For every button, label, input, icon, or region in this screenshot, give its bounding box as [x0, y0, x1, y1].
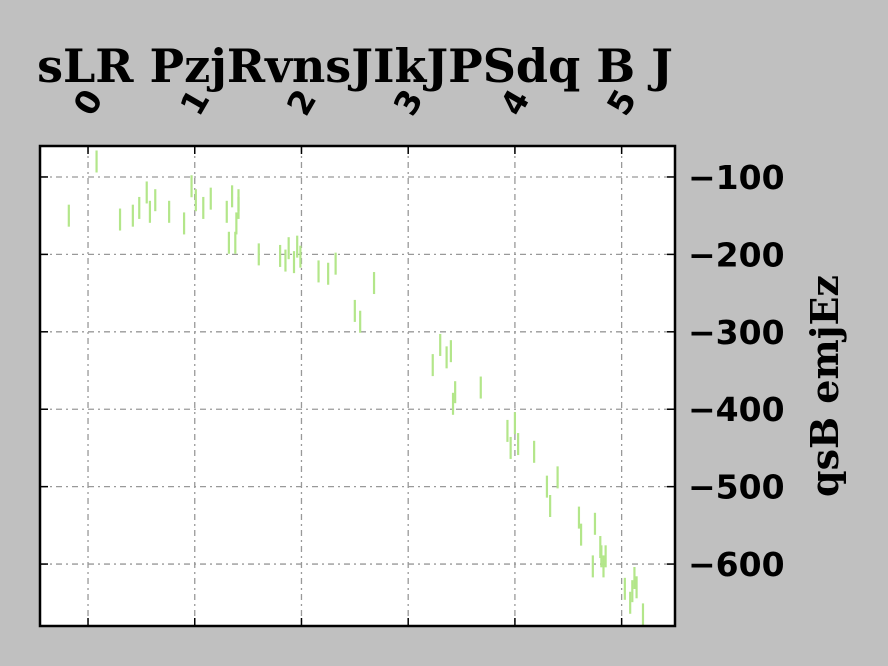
y-tick-labels: −100 −200 −300 −400 −500 −600: [688, 158, 785, 584]
y-tick-label: −400: [688, 390, 785, 429]
chart-title: sLR PzjRvnsJIkJPSdq B J: [37, 39, 673, 93]
y-axis-label: qsB emjEz: [802, 275, 847, 497]
data-points: [67, 150, 645, 626]
y-tick-label: −500: [688, 468, 785, 507]
y-tick-label: −600: [688, 545, 785, 584]
plot-area: [40, 146, 675, 626]
y-tick-label: −100: [688, 158, 785, 197]
axis-ticks: [40, 146, 675, 626]
plot-frame: [38, 144, 677, 628]
y-tick-label: −300: [688, 313, 785, 352]
grid: [40, 146, 675, 626]
y-tick-label: −200: [688, 235, 785, 274]
